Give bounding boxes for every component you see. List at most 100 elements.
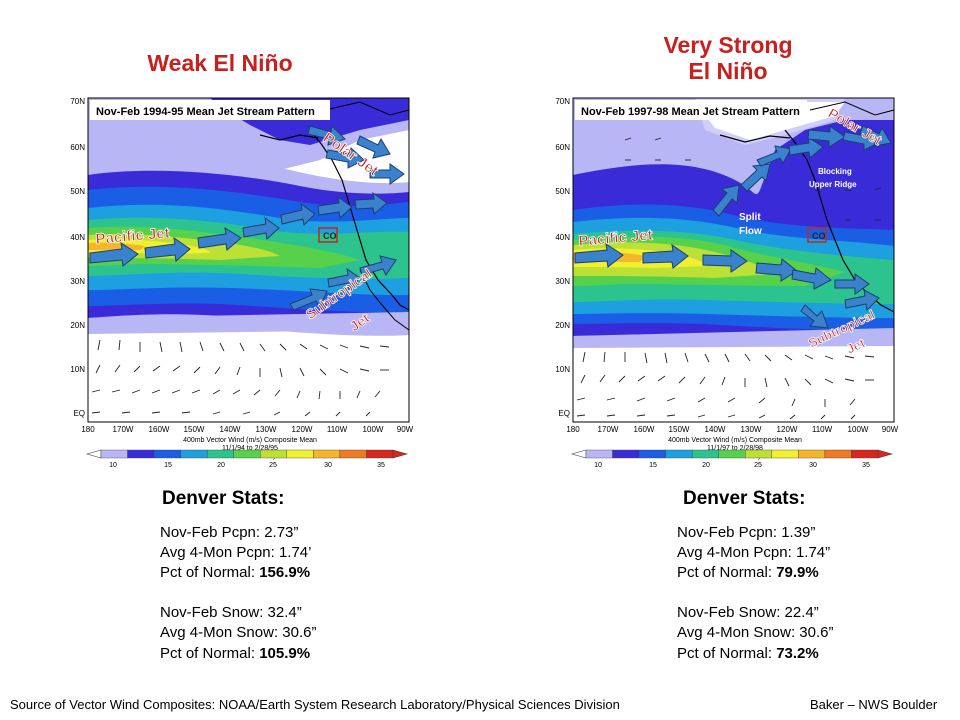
right-title: Very Strong El Niño xyxy=(628,32,828,84)
right-pct-snow: Pct of Normal: 73.2% xyxy=(677,645,819,662)
colorbar-tick: 25 xyxy=(269,462,277,469)
colorbar-cell xyxy=(313,449,341,459)
colorbar-tick: 10 xyxy=(594,462,602,469)
left-jet-arrows xyxy=(89,124,405,311)
lat-label: EQ xyxy=(558,409,570,418)
right-stats-heading: Denver Stats: xyxy=(683,488,806,509)
colorbar-cell xyxy=(585,449,613,459)
credit-footer: Baker – NWS Boulder xyxy=(810,697,938,712)
right-caption-2: 11/1/97 to 2/28/98 xyxy=(707,445,763,452)
colorbar-tick: 15 xyxy=(164,462,172,469)
lon-label: 140W xyxy=(220,425,241,434)
lat-label: 20N xyxy=(555,321,570,330)
left-caption-1: 400mb Vector Wind (m/s) Composite Mean xyxy=(183,437,317,444)
right-avg-snow: Avg 4-Mon Snow: 30.6” xyxy=(677,624,834,641)
colorbar-tick: 10 xyxy=(109,462,117,469)
right-snow: Nov-Feb Snow: 22.4” xyxy=(677,604,819,621)
lat-label: EQ xyxy=(73,409,85,418)
right-colorbar-cells xyxy=(570,449,894,459)
left-pct-snow: Pct of Normal: 105.9% xyxy=(160,645,310,662)
lon-label: 160W xyxy=(634,425,655,434)
colorbar-end-arrow xyxy=(877,449,894,459)
lon-label: 130W xyxy=(741,425,762,434)
colorbar-cell xyxy=(339,449,367,459)
left-map-panel: CO xyxy=(60,90,420,470)
colorbar-cell xyxy=(798,449,826,459)
lat-label: 70N xyxy=(70,97,85,106)
right-colorbar: 10 15 20 25 30 35 xyxy=(570,449,894,469)
right-jet-arrows xyxy=(574,125,892,329)
right-avg-pcpn: Avg 4-Mon Pcpn: 1.74” xyxy=(677,544,831,561)
lon-label: 150W xyxy=(669,425,690,434)
colorbar-cell xyxy=(233,449,261,459)
colorbar-tick: 15 xyxy=(649,462,657,469)
right-caption-1: 400mb Vector Wind (m/s) Composite Mean xyxy=(668,437,802,444)
left-pct-pcpn-label: Pct of Normal: xyxy=(160,564,260,581)
colorbar-cell xyxy=(127,449,155,459)
colorbar-end-arrow xyxy=(85,449,102,459)
colorbar-cell xyxy=(180,449,208,459)
colorbar-tick: 20 xyxy=(702,462,710,469)
left-pct-pcpn: Pct of Normal: 156.9% xyxy=(160,564,310,581)
lon-label: 130W xyxy=(256,425,277,434)
colorbar-cell xyxy=(206,449,234,459)
right-map-title: Nov-Feb 1997-98 Mean Jet Stream Pattern xyxy=(581,106,800,118)
split-flow-label-1: Split xyxy=(739,212,761,223)
lon-label: 120W xyxy=(292,425,313,434)
colorbar-cell xyxy=(260,449,288,459)
colorbar-tick: 35 xyxy=(862,462,870,469)
lat-label: 40N xyxy=(70,233,85,242)
colorbar-cell xyxy=(286,449,314,459)
colorbar-cell xyxy=(745,449,773,459)
colorbar-end-arrow xyxy=(392,449,409,459)
blocking-label-2: Upper Ridge xyxy=(809,180,857,189)
right-pct-pcpn-value: 79.9% xyxy=(776,564,819,581)
right-co-label: CO xyxy=(812,231,826,241)
right-pct-pcpn: Pct of Normal: 79.9% xyxy=(677,564,819,581)
left-map-title: Nov-Feb 1994-95 Mean Jet Stream Pattern xyxy=(96,106,315,118)
left-pcpn: Nov-Feb Pcpn: 2.73” xyxy=(160,524,299,541)
colorbar-cell xyxy=(851,449,879,459)
blocking-label-1: Blocking xyxy=(818,167,852,176)
left-pct-pcpn-value: 156.9% xyxy=(259,564,311,581)
left-colorbar: 10 15 20 25 30 35 xyxy=(85,449,409,469)
right-title-line2: El Niño xyxy=(688,58,768,84)
lat-label: 40N xyxy=(555,233,570,242)
colorbar-cell xyxy=(691,449,719,459)
colorbar-end-arrow xyxy=(570,449,587,459)
lat-label: 10N xyxy=(70,365,85,374)
lon-label: 180 xyxy=(566,425,580,434)
colorbar-cell xyxy=(824,449,852,459)
left-avg-snow: Avg 4-Mon Snow: 30.6” xyxy=(160,624,317,641)
left-co-label: CO xyxy=(323,231,337,241)
lat-label: 50N xyxy=(70,187,85,196)
lon-label: 120W xyxy=(777,425,798,434)
lon-label: 90W xyxy=(882,425,899,434)
colorbar-cell xyxy=(153,449,181,459)
left-stats-heading: Denver Stats: xyxy=(162,488,285,509)
right-map: CO xyxy=(555,97,899,460)
right-pct-snow-label: Pct of Normal: xyxy=(677,645,777,662)
lat-label: 60N xyxy=(70,143,85,152)
lon-label: 100W xyxy=(363,425,384,434)
right-map-panel: CO xyxy=(545,90,905,470)
left-map: CO xyxy=(70,97,413,460)
right-vector-field xyxy=(576,137,882,420)
left-pct-snow-value: 105.9% xyxy=(259,645,311,662)
colorbar-tick: 35 xyxy=(377,462,385,469)
lat-label: 70N xyxy=(555,97,570,106)
lon-label: 140W xyxy=(705,425,726,434)
left-colorbar-cells xyxy=(85,449,409,459)
colorbar-tick: 20 xyxy=(217,462,225,469)
lon-label: 110W xyxy=(327,425,348,434)
lat-label: 60N xyxy=(555,143,570,152)
colorbar-cell xyxy=(665,449,693,459)
lat-label: 30N xyxy=(70,277,85,286)
lon-label: 170W xyxy=(113,425,134,434)
source-footer: Source of Vector Wind Composites: NOAA/E… xyxy=(10,697,620,712)
right-title-line1: Very Strong xyxy=(663,32,793,58)
lon-label: 100W xyxy=(848,425,869,434)
colorbar-tick: 25 xyxy=(754,462,762,469)
lon-label: 160W xyxy=(149,425,170,434)
colorbar-cell xyxy=(638,449,666,459)
